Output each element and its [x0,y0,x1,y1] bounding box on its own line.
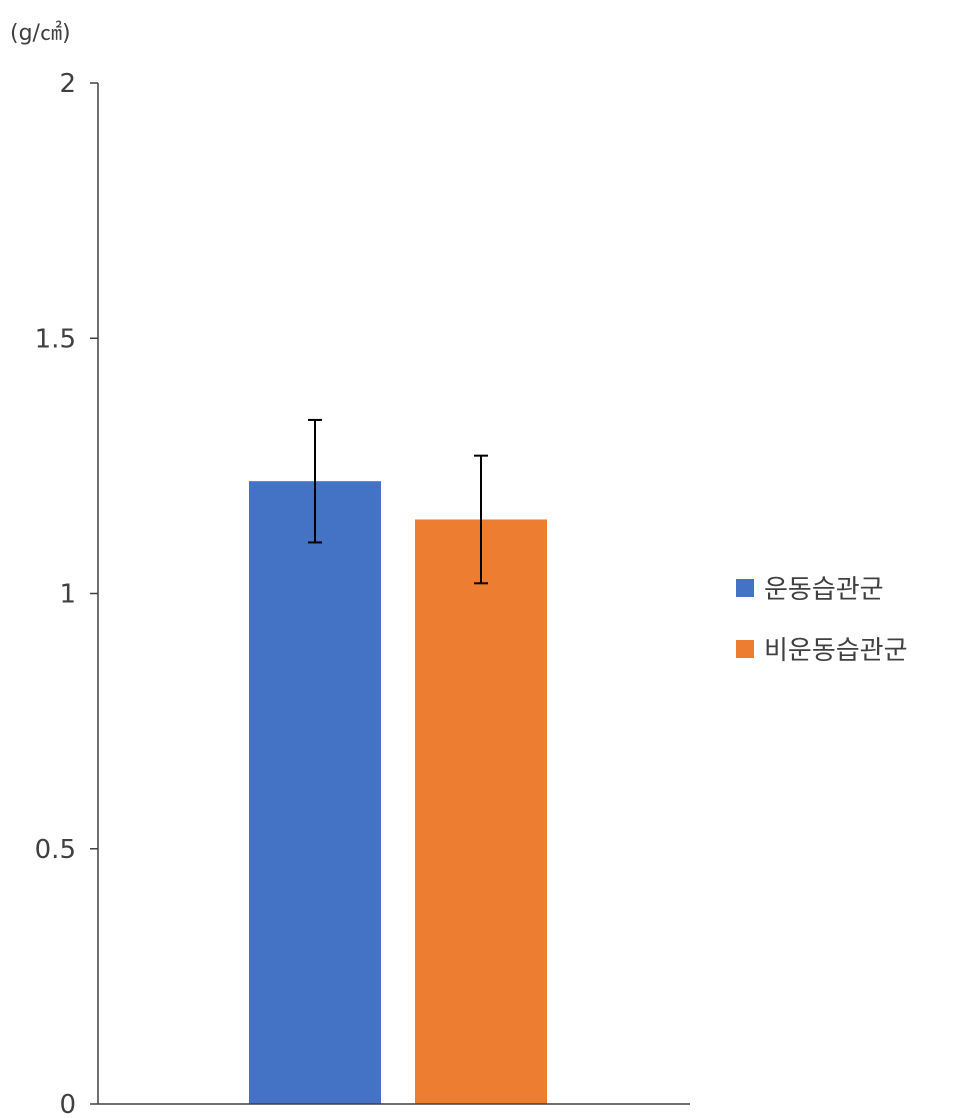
legend-swatch [736,640,754,658]
y-tick-label: 1 [59,580,76,610]
legend-label: 비운동습관군 [764,636,908,666]
y-tick-label: 1.5 [35,324,76,354]
y-tick-label: 0 [59,1090,76,1118]
error-bars [308,418,488,585]
legend-label: 운동습관군 [764,575,884,605]
bar-2 [415,519,547,1104]
y-tick-label: 0.5 [35,835,76,865]
y-axis-ticks: 0 0.5 1 1.5 2 [35,69,98,1118]
bar-1 [249,481,381,1104]
legend-swatch [736,579,754,597]
y-axis-unit-label: (g/㎠) [10,20,71,46]
y-tick-label: 2 [59,69,76,99]
bars [249,481,547,1104]
